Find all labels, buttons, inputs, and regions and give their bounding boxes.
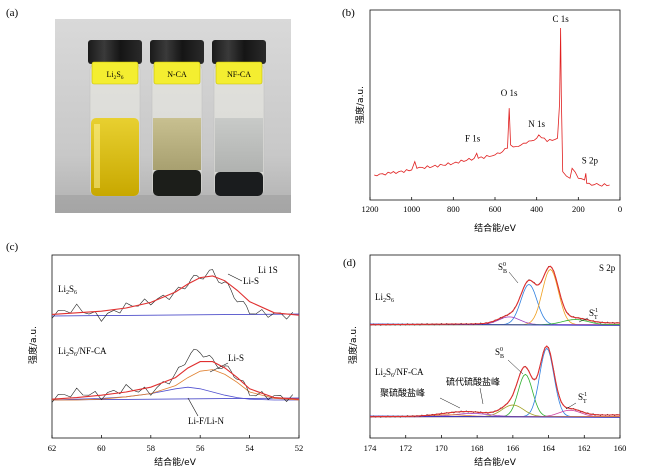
xtick-label: 600	[489, 204, 502, 214]
baseline	[51, 313, 300, 317]
vial-li2s6-label: Li2S6	[106, 70, 123, 81]
xtick-label: 1000	[403, 204, 420, 214]
panel-d-annot-polythionate: 聚硫酸盐峰	[380, 387, 425, 399]
panel-d-label: (d)	[343, 257, 356, 269]
component-peak	[370, 268, 620, 326]
panel-c-curves	[51, 269, 300, 403]
xtick-label: 164	[542, 443, 556, 453]
vial-nf-ca-label: NF-CA	[227, 70, 251, 79]
panel-b-xticks: 1200 1000 800 600 400 200 0	[362, 197, 622, 214]
xtick-label: 62	[48, 443, 57, 453]
xtick-label: 168	[471, 443, 484, 453]
panel-d-sample-lower: Li2S6/NF-CA	[375, 367, 424, 379]
vial-n-ca-label: N-CA	[167, 70, 187, 79]
xtick-label: 58	[147, 443, 156, 453]
xtick-label: 1200	[362, 204, 379, 214]
raw-spectrum	[51, 269, 294, 322]
xtick-label: 166	[506, 443, 519, 453]
panel-c-ylabel: 强度/a.u.	[27, 326, 39, 364]
peak-label: N 1s	[528, 119, 545, 129]
raw-spectrum	[51, 348, 294, 403]
vial-li2s6: Li2S6	[88, 40, 142, 197]
xtick-label: 160	[614, 443, 627, 453]
panel-c-annot-lis-upper: Li-S	[243, 276, 259, 286]
panel-c-sample-lower: Li2S6/NF-CA	[58, 346, 107, 358]
xtick-label: 56	[196, 443, 205, 453]
vial-n-ca: N-CA	[150, 40, 204, 197]
xtick-label: 400	[530, 204, 543, 214]
xtick-label: 200	[572, 204, 585, 214]
panel-d: (d) S 2p 174 172 170 168 166 164 162 160 Li2S6 …	[343, 254, 627, 468]
panel-d-xticks: 174 172 170 168 166 164 162 160	[364, 435, 627, 453]
panel-d-sample-upper: Li2S6	[375, 292, 394, 304]
panel-d-title: S 2p	[599, 263, 616, 273]
panel-b-survey-line	[374, 27, 610, 187]
panel-d-sb0-upper: SB0	[498, 262, 507, 275]
panel-b: (b) 1200 1000 800 600 400 200 0 C 1s O 1s F 1s N …	[342, 7, 622, 234]
component-lif	[51, 386, 299, 401]
xtick-label: 172	[399, 443, 412, 453]
panel-d-st-upper: ST-1	[589, 308, 598, 321]
fit-envelope	[51, 275, 300, 316]
panel-d-curves	[369, 265, 621, 418]
fit-envelope	[370, 345, 620, 418]
peak-label: F 1s	[465, 133, 481, 143]
xtick-label: 54	[245, 443, 254, 453]
xtick-label: 174	[364, 443, 378, 453]
panel-d-axes	[369, 254, 621, 439]
peak-label: O 1s	[501, 88, 518, 98]
panel-c-sample-upper: Li2S6	[58, 284, 77, 296]
vial-nf-ca: NF-CA	[212, 40, 266, 197]
raw-spectrum	[370, 265, 621, 326]
panel-c: (c) Li 1S 62 60 58 56 54 52 Li2S6 Li2S6/NF-CA…	[6, 241, 303, 468]
panel-b-label: (b)	[342, 7, 355, 19]
panel-a-label: (a)	[6, 7, 19, 19]
panel-c-axes	[51, 254, 300, 439]
panel-b-axes	[369, 9, 621, 201]
panel-d-ylabel: 强度/a.u.	[347, 326, 359, 364]
xtick-label: 170	[435, 443, 448, 453]
fit-envelope	[51, 361, 300, 400]
panel-c-annot-lis-lower: Li-S	[228, 353, 244, 363]
panel-b-ylabel: 强度/a.u.	[354, 86, 366, 124]
panel-d-sb0-lower: SB0	[495, 347, 504, 360]
xtick-label: 0	[618, 204, 622, 214]
fit-envelope	[370, 265, 620, 326]
panel-c-title: Li 1S	[258, 265, 278, 275]
peak-label: C 1s	[552, 14, 569, 24]
panel-b-peak-labels: C 1s O 1s F 1s N 1s S 2p	[465, 14, 598, 165]
panel-d-annot-thiosulfate: 硫代硫酸盐峰	[446, 376, 500, 388]
xtick-label: 52	[295, 443, 304, 453]
panel-c-xticks: 62 60 58 56 54 52	[48, 435, 304, 453]
panel-d-xlabel: 结合能/eV	[474, 456, 517, 468]
xtick-label: 800	[447, 204, 460, 214]
panel-c-annot-lif: Li-F/Li-N	[188, 416, 224, 426]
panel-c-label: (c)	[6, 241, 19, 253]
panel-b-xlabel: 结合能/eV	[474, 222, 517, 234]
xtick-label: 60	[97, 443, 106, 453]
panel-d-st-lower: ST-1	[578, 392, 587, 405]
peak-label: S 2p	[582, 155, 599, 165]
panel-c-xlabel: 结合能/eV	[154, 456, 197, 468]
xtick-label: 162	[578, 443, 591, 453]
panel-a: (a)	[6, 7, 291, 213]
